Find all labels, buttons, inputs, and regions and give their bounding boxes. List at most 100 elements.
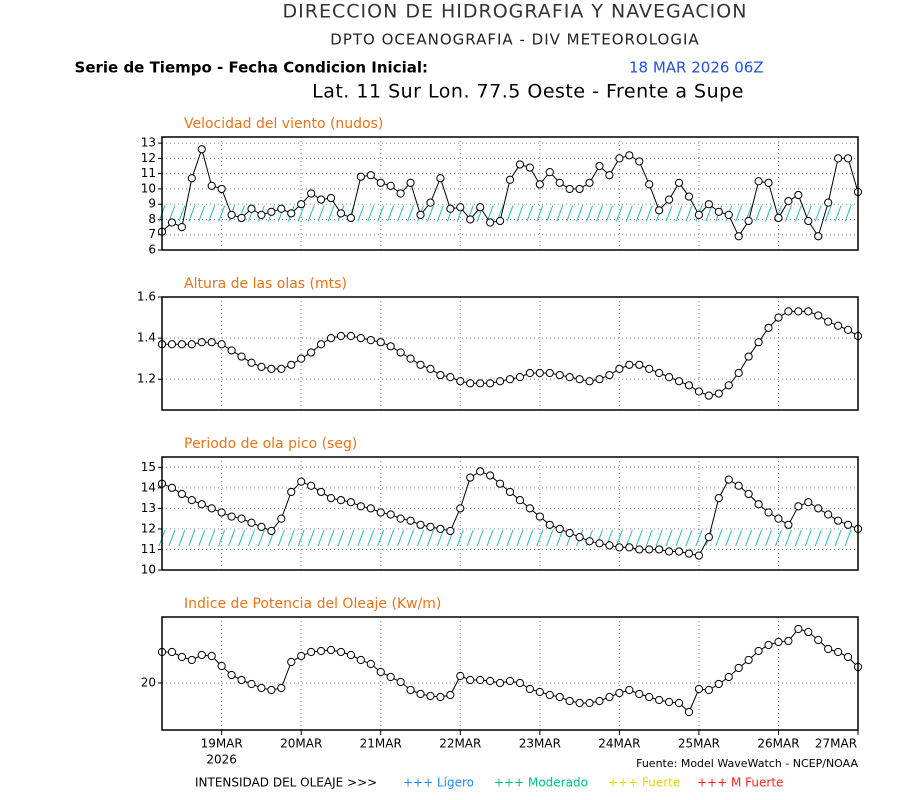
data-point <box>664 373 674 382</box>
data-point <box>595 696 604 706</box>
direction-arrow <box>755 529 763 547</box>
x-tick-label: 21MAR <box>360 737 402 751</box>
data-point <box>804 307 813 316</box>
data-point <box>714 679 723 689</box>
direction-arrow <box>784 205 792 222</box>
data-point <box>277 683 286 693</box>
direction-arrow <box>665 529 673 547</box>
data-point <box>336 647 346 657</box>
data-point <box>714 389 723 398</box>
data-point <box>336 209 346 218</box>
data-point <box>167 483 177 492</box>
data-point <box>545 520 554 529</box>
y-tick-label: 1.4 <box>137 331 156 345</box>
data-point <box>664 697 674 707</box>
data-point <box>704 685 713 695</box>
data-point <box>694 210 704 219</box>
run-label: Serie de Tiempo - Fecha Condicion Inicia… <box>75 59 428 77</box>
y-tick-label: 10 <box>141 181 156 195</box>
data-point <box>585 698 594 708</box>
direction-arrow <box>824 205 832 222</box>
data-point <box>207 651 216 661</box>
data-point <box>376 178 385 187</box>
data-point <box>446 373 455 382</box>
data-point <box>635 360 644 369</box>
data-point <box>197 500 206 509</box>
direction-arrow <box>834 205 842 222</box>
data-point <box>834 154 843 163</box>
direction-arrow <box>208 529 216 547</box>
data-point <box>476 467 485 476</box>
data-point <box>784 197 793 206</box>
data-point <box>247 679 256 689</box>
data-point <box>416 210 425 219</box>
data-point <box>515 678 525 688</box>
data-point <box>744 655 753 665</box>
data-point <box>456 504 465 513</box>
data-point <box>664 547 674 556</box>
data-point <box>764 640 773 650</box>
legend-title: INTENSIDAD DEL OLEAJE >>> <box>195 776 377 790</box>
y-tick-label: 6 <box>148 243 156 257</box>
data-point <box>476 379 485 388</box>
data-point <box>237 352 246 361</box>
data-point <box>674 377 684 386</box>
data-point <box>386 342 395 351</box>
data-point <box>247 358 256 367</box>
data-point <box>287 209 296 218</box>
data-point <box>784 307 793 316</box>
x-tick-label: 27MAR <box>815 737 857 751</box>
data-point <box>545 168 554 177</box>
data-point <box>525 163 534 172</box>
location: Lat. 11 Sur Lon. 77.5 Oeste - Frente a S… <box>312 81 744 103</box>
data-point <box>187 174 196 183</box>
data-point <box>535 512 544 521</box>
data-point <box>635 157 644 166</box>
data-point <box>426 522 435 531</box>
y-tick-label: 1.6 <box>137 290 156 304</box>
data-point <box>684 707 694 717</box>
data-point <box>674 547 684 556</box>
data-point <box>635 545 644 554</box>
data-point <box>824 317 833 326</box>
direction-arrow <box>466 529 474 547</box>
data-point <box>366 171 375 180</box>
data-point <box>605 171 614 180</box>
data-point <box>366 504 375 513</box>
data-point <box>764 508 773 517</box>
y-tick-label: 15 <box>141 460 156 474</box>
data-point <box>297 477 306 486</box>
panel-title: Altura de las olas (mts) <box>184 276 347 292</box>
data-point <box>366 336 375 345</box>
direction-arrow <box>765 205 772 222</box>
data-point <box>227 346 236 355</box>
data-point <box>754 338 763 347</box>
direction-arrow <box>407 529 415 547</box>
direction-arrow <box>824 529 832 547</box>
direction-arrow <box>546 205 554 222</box>
page-title: DIRECCION DE HIDROGRAFIA Y NAVEGACION <box>283 1 748 23</box>
data-point <box>466 473 475 482</box>
direction-arrow <box>436 205 444 222</box>
panel-title: Velocidad del viento (nudos) <box>184 116 383 132</box>
y-tick-label: 14 <box>141 480 156 494</box>
data-point <box>824 510 833 519</box>
data-point <box>575 698 584 708</box>
data-point <box>346 331 356 341</box>
data-point <box>297 354 306 363</box>
direction-arrow <box>387 529 395 547</box>
data-point <box>814 504 823 513</box>
direction-arrow <box>625 205 633 222</box>
direction-arrow <box>695 529 703 547</box>
data-point <box>267 685 276 695</box>
direction-arrow <box>645 205 653 222</box>
data-point <box>565 528 574 538</box>
direction-arrow <box>476 529 484 547</box>
direction-arrow <box>774 529 782 547</box>
data-point <box>486 676 495 686</box>
data-point <box>545 368 554 378</box>
direction-arrow <box>297 529 305 547</box>
data-point <box>605 370 614 380</box>
direction-arrow <box>387 205 395 222</box>
data-point <box>843 325 853 334</box>
